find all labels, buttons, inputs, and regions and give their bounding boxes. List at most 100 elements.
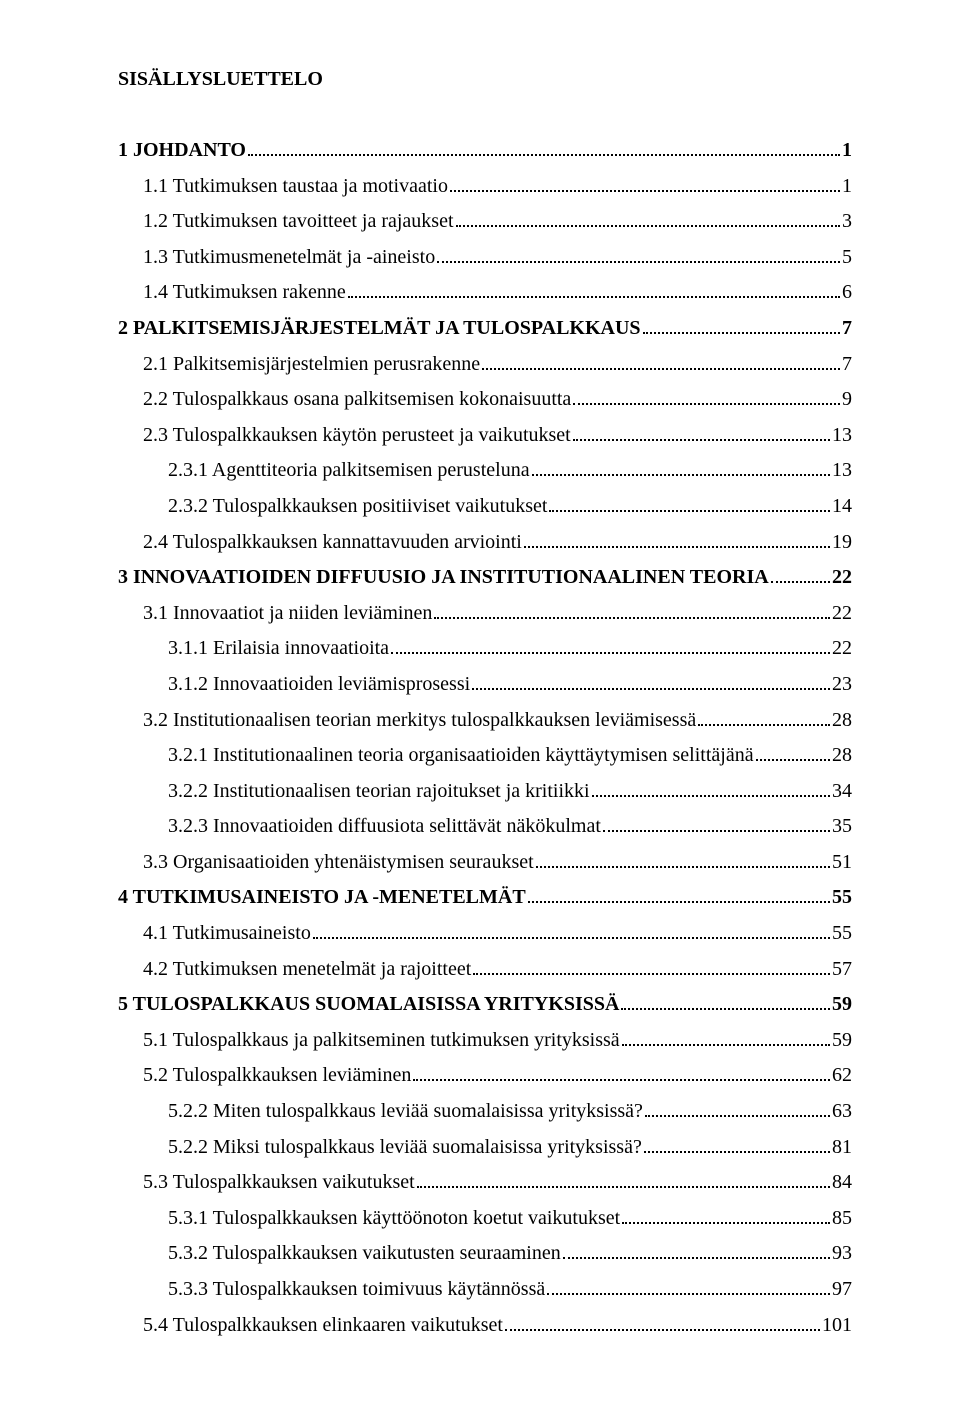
toc-leader-dots: [563, 1257, 830, 1259]
toc-leader-dots: [592, 795, 830, 797]
toc-entry-page: 51: [832, 845, 852, 881]
toc-entry-label: 3.3 Organisaatioiden yhtenäistymisen seu…: [143, 845, 534, 881]
toc-entry: 2.3 Tulospalkkauksen käytön perusteet ja…: [118, 418, 852, 454]
toc-entry-label: 3.2.3 Innovaatioiden diffuusiota selittä…: [168, 809, 601, 845]
toc-entry: 5.2.2 Miten tulospalkkaus leviää suomala…: [118, 1094, 852, 1130]
toc-entry: 2.4 Tulospalkkauksen kannattavuuden arvi…: [118, 525, 852, 561]
toc-entry-page: 1: [842, 133, 852, 169]
toc-entry-page: 22: [832, 596, 852, 632]
toc-entry: 5.3.1 Tulospalkkauksen käyttöönoton koet…: [118, 1201, 852, 1237]
toc-leader-dots: [456, 225, 840, 227]
toc-leader-dots: [248, 154, 840, 156]
toc-entry: 3.3 Organisaatioiden yhtenäistymisen seu…: [118, 845, 852, 881]
toc-entry-page: 55: [832, 916, 852, 952]
toc-entry-page: 14: [832, 489, 852, 525]
toc-entry: 5.3.2 Tulospalkkauksen vaikutusten seura…: [118, 1236, 852, 1272]
toc-leader-dots: [473, 973, 830, 975]
toc-leader-dots: [437, 261, 840, 263]
toc-entry-page: 7: [842, 311, 852, 347]
toc-entry-page: 3: [842, 204, 852, 240]
toc-entry-label: 4.2 Tutkimuksen menetelmät ja rajoitteet: [143, 952, 471, 988]
toc-entry-page: 57: [832, 952, 852, 988]
toc-entry: 5.2 Tulospalkkauksen leviäminen62: [118, 1058, 852, 1094]
toc-entry-label: 2.3 Tulospalkkauksen käytön perusteet ja…: [143, 418, 571, 454]
toc-entry-page: 28: [832, 703, 852, 739]
toc-entry-label: 3.1.2 Innovaatioiden leviämisprosessi: [168, 667, 470, 703]
toc-entry-label: 5.3 Tulospalkkauksen vaikutukset: [143, 1165, 415, 1201]
toc-entry: 5 TULOSPALKKAUS SUOMALAISISSA YRITYKSISS…: [118, 987, 852, 1023]
toc-entry-label: 3.1.1 Erilaisia innovaatioita: [168, 631, 389, 667]
toc-entry-label: 5.4 Tulospalkkauksen elinkaaren vaikutuk…: [143, 1308, 503, 1344]
toc-leader-dots: [547, 1293, 830, 1295]
toc-leader-dots: [391, 652, 830, 654]
toc-entry-label: 4 TUTKIMUSAINEISTO JA -MENETELMÄT: [118, 880, 526, 916]
toc-entry-label: 4.1 Tutkimusaineisto: [143, 916, 311, 952]
toc-entry: 5.3.3 Tulospalkkauksen toimivuus käytänn…: [118, 1272, 852, 1308]
toc-entry-label: 5.3.3 Tulospalkkauksen toimivuus käytänn…: [168, 1272, 545, 1308]
toc-entry-label: 2.2 Tulospalkkaus osana palkitsemisen ko…: [143, 382, 571, 418]
toc-entry: 4.2 Tutkimuksen menetelmät ja rajoitteet…: [118, 952, 852, 988]
toc-entry: 2.3.1 Agenttiteoria palkitsemisen perust…: [118, 453, 852, 489]
toc-entry: 3.2.2 Institutionaalisen teorian rajoitu…: [118, 774, 852, 810]
toc-entry-page: 35: [832, 809, 852, 845]
toc-entry-label: 5 TULOSPALKKAUS SUOMALAISISSA YRITYKSISS…: [118, 987, 619, 1023]
toc-entry: 2.2 Tulospalkkaus osana palkitsemisen ko…: [118, 382, 852, 418]
toc-entry-page: 84: [832, 1165, 852, 1201]
toc-entry-page: 6: [842, 275, 852, 311]
toc-entry: 2 PALKITSEMISJÄRJESTELMÄT JA TULOSPALKKA…: [118, 311, 852, 347]
toc-entry-page: 28: [832, 738, 852, 774]
toc-list: 1 JOHDANTO 1 1.1 Tutkimuksen taustaa ja mo…: [118, 133, 852, 1343]
toc-leader-dots: [621, 1008, 830, 1010]
toc-entry: 3.2 Institutionaalisen teorian merkitys …: [118, 703, 852, 739]
toc-entry: 1.2 Tutkimuksen tavoitteet ja rajaukset3: [118, 204, 852, 240]
toc-entry: 3.1 Innovaatiot ja niiden leviäminen 22: [118, 596, 852, 632]
toc-entry-page: 7: [842, 347, 852, 383]
toc-entry: 1.4 Tutkimuksen rakenne 6: [118, 275, 852, 311]
toc-entry-label: 2.4 Tulospalkkauksen kannattavuuden arvi…: [143, 525, 522, 561]
toc-entry-page: 85: [832, 1201, 852, 1237]
toc-entry-page: 19: [832, 525, 852, 561]
toc-entry-label: 3.2.1 Institutionaalinen teoria organisa…: [168, 738, 754, 774]
toc-entry: 3.1.2 Innovaatioiden leviämisprosessi 23: [118, 667, 852, 703]
toc-entry: 5.4 Tulospalkkauksen elinkaaren vaikutuk…: [118, 1308, 852, 1344]
toc-entry-page: 62: [832, 1058, 852, 1094]
toc-entry: 5.3 Tulospalkkauksen vaikutukset 84: [118, 1165, 852, 1201]
toc-entry-page: 59: [832, 987, 852, 1023]
toc-entry-page: 13: [832, 453, 852, 489]
toc-entry-label: 1 JOHDANTO: [118, 133, 246, 169]
toc-entry-label: 1.1 Tutkimuksen taustaa ja motivaatio: [143, 169, 448, 205]
toc-leader-dots: [573, 439, 830, 441]
toc-entry-label: 2.1 Palkitsemisjärjestelmien perusrakenn…: [143, 347, 480, 383]
toc-entry: 2.1 Palkitsemisjärjestelmien perusrakenn…: [118, 347, 852, 383]
toc-leader-dots: [532, 474, 830, 476]
toc-entry: 4.1 Tutkimusaineisto 55: [118, 916, 852, 952]
toc-entry-page: 23: [832, 667, 852, 703]
toc-leader-dots: [622, 1222, 830, 1224]
toc-entry-label: 3 INNOVAATIOIDEN DIFFUUSIO JA INSTITUTIO…: [118, 560, 769, 596]
toc-entry-label: 2 PALKITSEMISJÄRJESTELMÄT JA TULOSPALKKA…: [118, 311, 641, 347]
toc-entry-label: 3.1 Innovaatiot ja niiden leviäminen: [143, 596, 432, 632]
toc-entry: 2.3.2 Tulospalkkauksen positiiviset vaik…: [118, 489, 852, 525]
toc-entry-label: 5.2.2 Miten tulospalkkaus leviää suomala…: [168, 1094, 643, 1130]
toc-entry-page: 22: [832, 631, 852, 667]
toc-entry: 1.3 Tutkimusmenetelmät ja -aineisto5: [118, 240, 852, 276]
toc-leader-dots: [645, 1115, 830, 1117]
toc-leader-dots: [528, 901, 830, 903]
toc-entry-label: 1.3 Tutkimusmenetelmät ja -aineisto: [143, 240, 435, 276]
toc-entry-page: 63: [832, 1094, 852, 1130]
toc-entry-page: 93: [832, 1236, 852, 1272]
toc-leader-dots: [603, 830, 830, 832]
toc-entry: 3.2.1 Institutionaalinen teoria organisa…: [118, 738, 852, 774]
toc-entry: 3.1.1 Erilaisia innovaatioita 22: [118, 631, 852, 667]
toc-entry-page: 1: [842, 169, 852, 205]
toc-entry: 5.1 Tulospalkkaus ja palkitseminen tutki…: [118, 1023, 852, 1059]
toc-entry-label: 1.4 Tutkimuksen rakenne: [143, 275, 346, 311]
toc-leader-dots: [644, 1151, 830, 1153]
toc-entry-page: 34: [832, 774, 852, 810]
toc-entry: 3.2.3 Innovaatioiden diffuusiota selittä…: [118, 809, 852, 845]
toc-entry-label: 2.3.1 Agenttiteoria palkitsemisen perust…: [168, 453, 530, 489]
toc-leader-dots: [549, 510, 830, 512]
toc-leader-dots: [622, 1044, 830, 1046]
toc-entry-label: 5.1 Tulospalkkaus ja palkitseminen tutki…: [143, 1023, 620, 1059]
toc-entry-page: 81: [832, 1130, 852, 1166]
